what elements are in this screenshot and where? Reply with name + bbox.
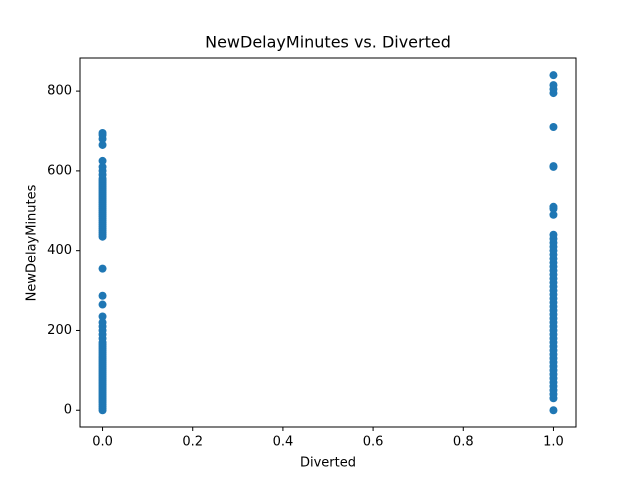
point (549, 230, 558, 239)
point (98, 318, 107, 327)
y-tick-label: 400 (47, 243, 72, 258)
x-tick-label: 0.4 (273, 435, 294, 450)
x-tick-label: 1.0 (543, 435, 564, 450)
chart-title: NewDelayMinutes vs. Diverted (205, 33, 451, 52)
point (98, 128, 107, 137)
point (549, 406, 558, 415)
x-tick-label: 0.8 (453, 435, 474, 450)
point (98, 140, 107, 149)
point (98, 162, 107, 171)
point (549, 71, 558, 80)
x-axis-label: Diverted (300, 456, 356, 471)
y-tick-label: 800 (47, 84, 72, 99)
point (549, 210, 558, 219)
point (549, 202, 558, 211)
x-tick-label: 0.0 (92, 435, 113, 450)
y-tick-label: 600 (47, 163, 72, 178)
point (98, 312, 107, 321)
point (549, 123, 558, 132)
point (549, 162, 558, 171)
y-axis-label: NewDelayMinutes (25, 184, 40, 301)
x-tick-label: 0.2 (182, 435, 203, 450)
y-tick-label: 200 (47, 323, 72, 338)
point (98, 156, 107, 165)
point (98, 264, 107, 273)
plot-frame (79, 57, 577, 428)
point (549, 81, 558, 90)
point (98, 300, 107, 309)
point (98, 291, 107, 300)
x-tick-label: 0.6 (363, 435, 384, 450)
y-tick-label: 0 (64, 403, 72, 418)
